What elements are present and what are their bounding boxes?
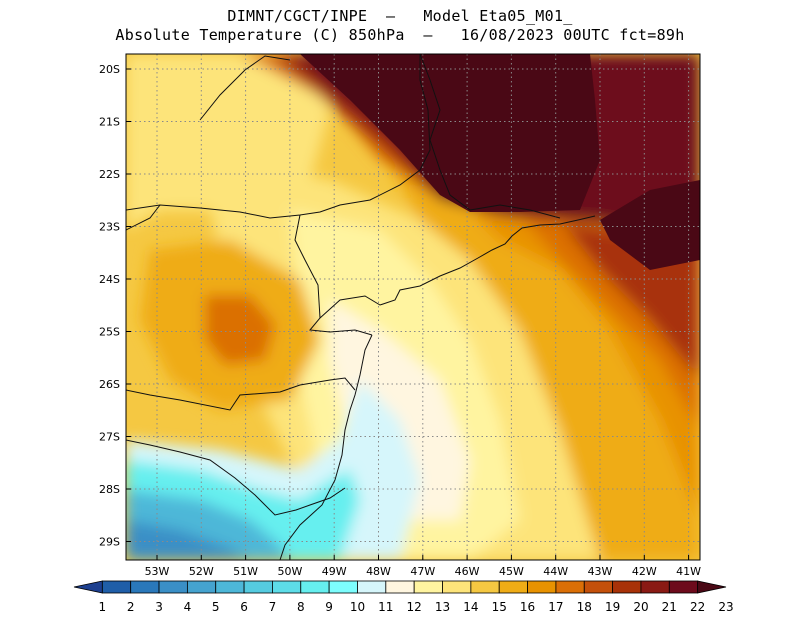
colorbar-segment — [158, 580, 188, 594]
colorbar-label: 2 — [127, 600, 135, 614]
colorbar-segment — [640, 580, 670, 594]
colorbar-label: 17 — [548, 600, 563, 614]
chart-title-line2: Absolute Temperature (C) 850hPa – 16/08/… — [115, 26, 685, 44]
lat-label: 28S — [99, 483, 120, 496]
lat-label: 21S — [99, 116, 120, 129]
colorbar-segment — [498, 580, 528, 594]
colorbar-label: 10 — [350, 600, 365, 614]
border-mg-rj — [469, 204, 561, 219]
lat-label: 22S — [99, 168, 120, 181]
coastline — [319, 215, 596, 319]
lat-label: 26S — [99, 378, 120, 391]
colorbar-segment — [583, 580, 614, 594]
colorbar: 1 2 3 4 5 6 7 8 9 10 11 12 13 14 15 16 17 18 19 20 21 22 23 — [73, 580, 734, 614]
field-east-core — [600, 180, 700, 270]
colorbar-label: 3 — [155, 600, 163, 614]
lon-label: 52W — [189, 565, 214, 578]
lat-label: 24S — [99, 273, 120, 286]
map-frame — [125, 53, 701, 561]
map-gridlines — [126, 54, 700, 560]
colorbar-label: 20 — [633, 600, 648, 614]
lon-label: 51W — [233, 565, 258, 578]
lon-label: 41W — [676, 565, 701, 578]
colorbar-arrow-low — [73, 580, 103, 594]
field-north-core — [300, 54, 600, 212]
field-warm-blob — [205, 295, 275, 365]
lon-label: 45W — [499, 565, 524, 578]
colorbar-segment — [470, 580, 500, 594]
coastline-south — [279, 334, 373, 560]
border-mg-north — [199, 55, 291, 121]
temperature-field — [126, 54, 700, 560]
colorbar-label: 4 — [184, 600, 192, 614]
lon-label: 53W — [145, 565, 170, 578]
colorbar-label: 14 — [463, 600, 478, 614]
colorbar-segment — [442, 580, 472, 594]
lon-label: 43W — [588, 565, 613, 578]
colorbar-segment — [612, 580, 642, 594]
colorbar-label: 21 — [662, 600, 677, 614]
colorbar-segment — [300, 580, 330, 594]
colorbar-segment — [272, 580, 302, 594]
colorbar-label: 19 — [605, 600, 620, 614]
longitude-axis: 53W 52W 51W 50W 49W 48W 47W 46W 45W 44W 43W 42W 41W — [145, 555, 701, 578]
lon-label: 49W — [322, 565, 347, 578]
colorbar-label: 6 — [240, 600, 248, 614]
lon-label: 46W — [455, 565, 480, 578]
lon-label: 50W — [277, 565, 302, 578]
colorbar-segment — [101, 580, 132, 594]
border-pr-sp — [294, 214, 373, 336]
colorbar-label: 22 — [690, 600, 705, 614]
colorbar-label: 5 — [212, 600, 220, 614]
lat-label: 27S — [99, 431, 120, 444]
lat-label: 23S — [99, 221, 120, 234]
colorbar-label: 15 — [492, 600, 507, 614]
colorbar-label: 7 — [269, 600, 277, 614]
lon-label: 48W — [366, 565, 391, 578]
lat-label: 29S — [99, 536, 120, 549]
colorbar-label: 1 — [99, 600, 107, 614]
lat-label: 25S — [99, 326, 120, 339]
colorbar-segment — [668, 580, 699, 594]
latitude-axis: 20S 21S 22S 23S 24S 25S 26S 27S 28S 29S — [99, 63, 131, 549]
colorbar-label: 8 — [297, 600, 305, 614]
border-sc-rs — [126, 439, 346, 516]
colorbar-arrow-high — [697, 580, 727, 594]
colorbar-label: 11 — [378, 600, 393, 614]
border-pr-sc — [126, 377, 356, 411]
colorbar-label: 12 — [407, 600, 422, 614]
colorbar-label: 16 — [520, 600, 535, 614]
colorbar-segment — [215, 580, 245, 594]
colorbar-segment — [243, 580, 273, 594]
colorbar-segment — [357, 580, 387, 594]
border-mg-es — [419, 54, 471, 211]
colorbar-segment — [555, 580, 585, 594]
lon-label: 44W — [543, 565, 568, 578]
colorbar-segment — [385, 580, 415, 594]
colorbar-label: 18 — [577, 600, 592, 614]
colorbar-label: 23 — [718, 600, 733, 614]
colorbar-segment — [130, 580, 160, 594]
colorbar-label: 9 — [325, 600, 333, 614]
border-mg-sp — [126, 54, 431, 219]
political-borders — [126, 54, 596, 560]
border-ms-pr — [126, 204, 161, 231]
colorbar-segment — [186, 580, 217, 594]
lon-label: 47W — [410, 565, 435, 578]
chart-title-line1: DIMNT/CGCT/INPE – Model Eta05_M01_ — [227, 7, 573, 25]
lat-label: 20S — [99, 63, 120, 76]
colorbar-label: 13 — [435, 600, 450, 614]
lon-label: 42W — [632, 565, 657, 578]
colorbar-segment — [527, 580, 557, 594]
colorbar-segment — [413, 580, 443, 594]
colorbar-segment — [328, 580, 358, 594]
